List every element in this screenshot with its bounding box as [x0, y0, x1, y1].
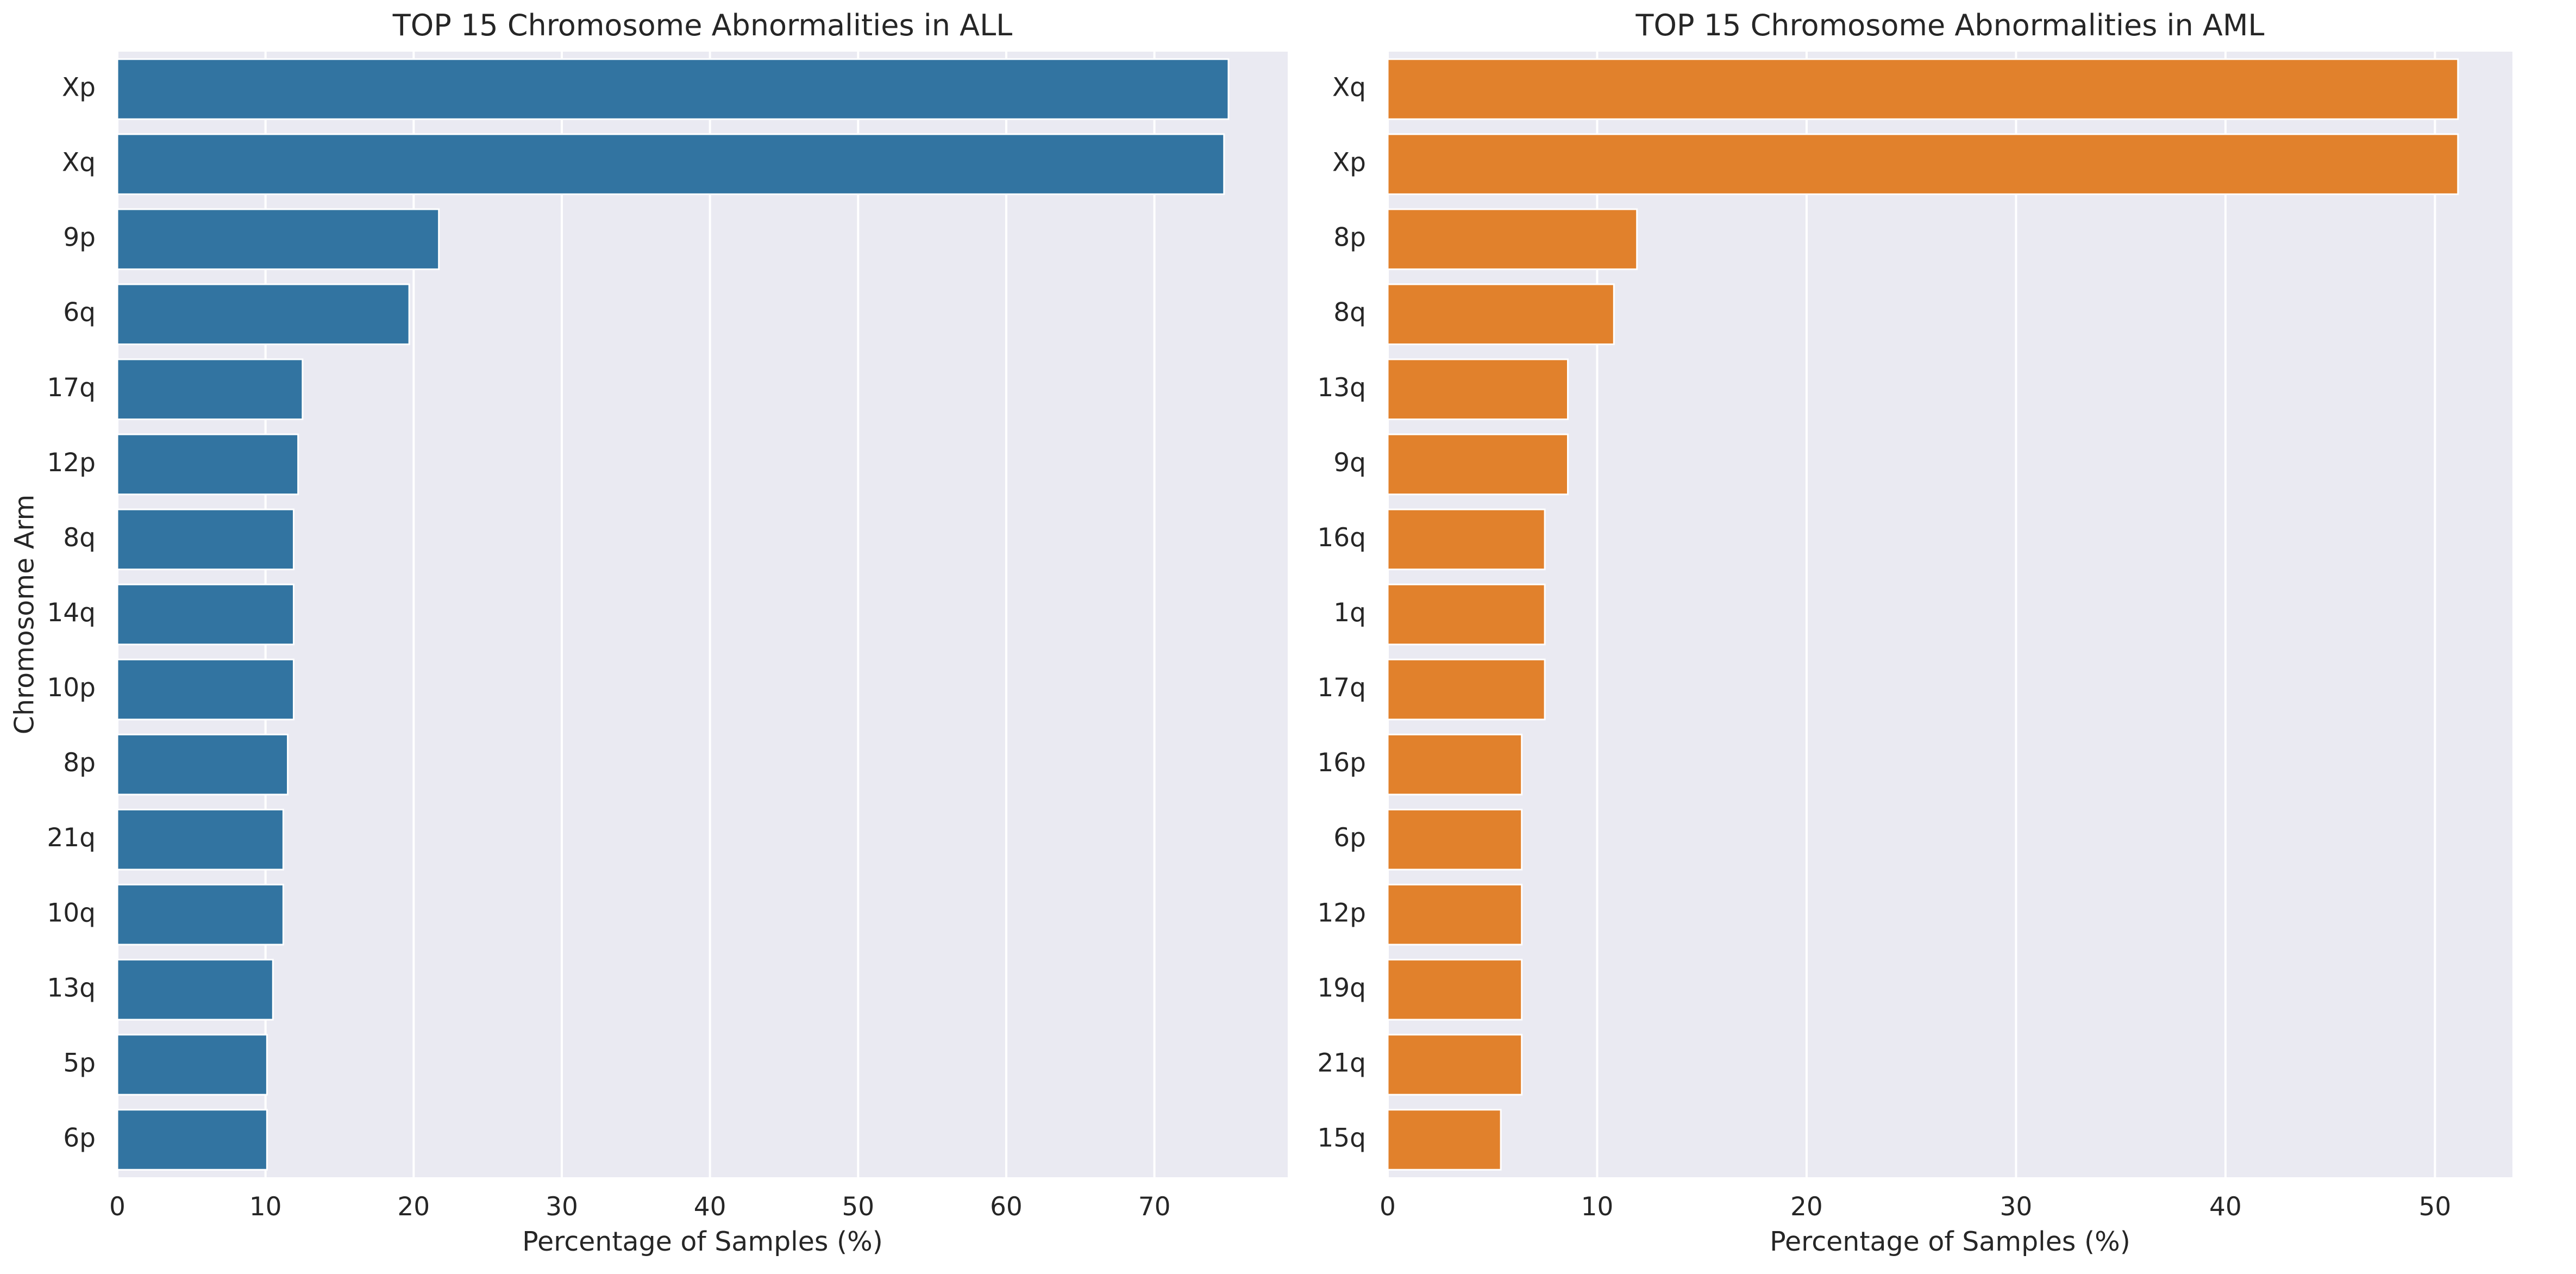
chart-title: TOP 15 Chromosome Abnormalities in AML	[1635, 8, 2264, 42]
bar-Xp	[116, 58, 1230, 120]
bar-12p	[1387, 884, 1523, 946]
x-tick-label: 40	[2209, 1192, 2242, 1222]
x-tick-label: 40	[694, 1192, 726, 1222]
y-tick-label: 16p	[1317, 748, 1366, 778]
y-tick-label: 1q	[1333, 598, 1366, 628]
y-tick-label: 10q	[47, 898, 96, 928]
y-tick-label: 6p	[63, 1123, 96, 1153]
y-tick-label: 5p	[63, 1048, 96, 1078]
y-tick-label: 17q	[47, 373, 96, 403]
y-tick-label: 19q	[1317, 973, 1366, 1003]
bar-14q	[116, 583, 294, 646]
bar-8p	[116, 733, 289, 796]
bar-6p	[1387, 808, 1523, 871]
bar-19q	[1387, 959, 1523, 1021]
x-tick-label: 0	[109, 1192, 126, 1222]
x-tick-label: 20	[1790, 1192, 1823, 1222]
bar-15q	[1387, 1109, 1502, 1171]
y-tick-label: 6p	[1333, 823, 1366, 853]
y-tick-label: 8p	[1333, 223, 1366, 253]
y-tick-label: Xp	[1332, 148, 1366, 178]
x-tick-label: 20	[397, 1192, 430, 1222]
chart-aml: Xq Xp 8p 8q 13q 9q 16q 1q 17q 16p 6p 12p 19q 21q 15q 0 1…	[1317, 8, 2512, 1257]
bar-13q	[116, 959, 274, 1021]
bar-17q	[116, 358, 304, 421]
y-tick-label: 8p	[63, 748, 96, 778]
bar-8p	[1387, 208, 1638, 270]
x-axis-label: Percentage of Samples (%)	[1770, 1226, 2130, 1257]
x-tick-label: 60	[990, 1192, 1023, 1222]
y-tick-label: 21q	[47, 823, 96, 853]
bar-9q	[1387, 433, 1569, 496]
y-tick-label: Xq	[62, 148, 96, 178]
bar-5p	[116, 1034, 268, 1096]
y-tick-label: 8q	[63, 523, 96, 553]
bar-16q	[1387, 508, 1546, 571]
bar-1q	[1387, 583, 1546, 646]
bar-10p	[116, 658, 294, 721]
x-tick-label: 50	[842, 1192, 874, 1222]
bar-16p	[1387, 733, 1523, 796]
y-tick-label: 12p	[1317, 898, 1366, 928]
bar-8q	[116, 508, 294, 571]
bar-Xp	[1387, 133, 2459, 195]
bar-9p	[116, 208, 440, 270]
bar-10q	[116, 884, 284, 946]
y-tick-label: Xq	[1332, 73, 1366, 103]
y-tick-label: 15q	[1317, 1123, 1366, 1153]
bar-21q	[116, 808, 284, 871]
bar-8q	[1387, 283, 1615, 345]
bar-Xq	[1387, 58, 2459, 120]
bar-Xq	[116, 133, 1225, 195]
y-tick-label: 8q	[1333, 298, 1366, 328]
y-tick-label: 6q	[63, 298, 96, 328]
y-tick-label: 12p	[47, 448, 96, 478]
x-tick-label: 10	[249, 1192, 282, 1222]
bar-21q	[1387, 1034, 1523, 1096]
bar-6p	[116, 1109, 268, 1171]
x-tick-label: 10	[1581, 1192, 1614, 1222]
bar-12p	[116, 433, 299, 496]
bar-13q	[1387, 358, 1569, 421]
y-tick-label: Xp	[62, 73, 96, 103]
x-tick-label: 30	[546, 1192, 578, 1222]
chart-all: Xp Xq 9p 6q 17q 12p 8q 14q 10p 8p 21q 10q 13q 5p 6p 0 10…	[9, 8, 1288, 1257]
y-tick-label: 14q	[47, 598, 96, 628]
y-tick-label: 17q	[1317, 673, 1366, 703]
y-tick-label: 9p	[63, 223, 96, 253]
y-tick-label: 21q	[1317, 1048, 1366, 1078]
bar-17q	[1387, 658, 1546, 721]
y-tick-label: 13q	[47, 973, 96, 1003]
bar-6q	[116, 283, 410, 345]
y-tick-label: 16q	[1317, 523, 1366, 553]
x-tick-label: 0	[1380, 1192, 1396, 1222]
y-tick-label: 10p	[47, 673, 96, 703]
x-tick-label: 30	[2000, 1192, 2033, 1222]
x-tick-label: 50	[2418, 1192, 2451, 1222]
x-axis-label: Percentage of Samples (%)	[522, 1226, 883, 1257]
y-tick-label: 13q	[1317, 373, 1366, 403]
chart-title: TOP 15 Chromosome Abnormalities in ALL	[392, 8, 1013, 42]
y-axis-label: Chromosome Arm	[9, 495, 40, 735]
y-tick-label: 9q	[1333, 448, 1366, 478]
x-tick-label: 70	[1138, 1192, 1171, 1222]
